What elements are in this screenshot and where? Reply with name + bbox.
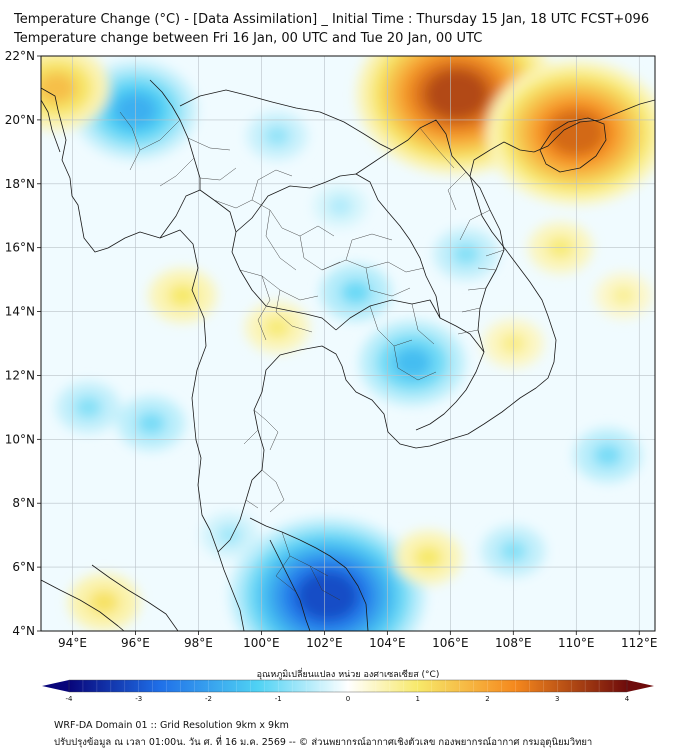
colorbar-max-extension [627,680,654,692]
lat-tick-label: 6°N [12,560,35,574]
coastline-myanmar-west [41,87,219,553]
coastline-sumatra-north [91,564,179,631]
warm-anomaly-2 [167,283,198,308]
warm-anomaly-2 [263,316,292,339]
chart-title: Temperature Change (°C) - [Data Assimila… [14,12,650,27]
border-china-north [179,89,393,151]
province-lines-cambodia [369,303,437,381]
lon-tick-label: 104°E [369,636,406,650]
footer-credits: ปรับปรุงข้อมูล ณ เวลา 01:00น. วัน ศ. ที่… [54,737,593,748]
colorbar: อุณหภูมิเปลี่ยนแปลง หน่วย องศาเซลเซียส (… [42,667,654,703]
warm-anomaly-6 [424,69,489,120]
lat-tick-label: 12°N [5,368,35,382]
lon-tick-label: 110°E [558,636,595,650]
cold-anomaly-2 [328,196,352,216]
border-cambodia [335,299,485,431]
warm-anomaly-2 [88,589,120,615]
cold-anomaly-3 [393,347,432,379]
chart-subtitle: Temperature change between Fri 16 Jan, 0… [14,31,483,46]
colorbar-tick-label: 2 [485,695,489,703]
graticule [41,56,655,631]
colorbar-tick-label: -4 [66,695,74,703]
cold-anomaly-2 [136,411,166,436]
coastline-malay-east [299,539,369,631]
border-laos-vietnam [355,119,505,353]
province-lines-south [243,409,285,513]
lat-tick-label: 8°N [12,496,35,510]
colorbar-gradient [68,679,628,693]
lon-tick-label: 94°E [58,636,87,650]
colorbar-min-extension [42,680,69,692]
lat-tick-label: 20°N [5,113,35,127]
lat-tick-label: 18°N [5,177,35,191]
lon-tick-label: 108°E [495,636,532,650]
border-myanmar-china [149,79,201,190]
lon-tick-label: 106°E [432,636,469,650]
lon-tick-label: 102°E [306,636,343,650]
lat-tick-label: 4°N [12,624,35,638]
cold-anomaly-2 [452,242,481,266]
coastline-sumatra [41,579,125,631]
lon-tick-label: 100°E [243,636,280,650]
lon-tick-label: 112°E [621,636,658,650]
warm-anomaly-2 [413,545,443,570]
colorbar-tick-label: 3 [555,695,559,703]
colorbar-ticks: -4 -3 -2 -1 0 1 2 3 4 [66,695,630,703]
border-thai-myanmar [159,189,337,331]
province-boundaries [119,111,505,601]
map-frame [40,55,656,632]
colorbar-title: อุณหภูมิเปลี่ยนแปลง หน่วย องศาเซลเซียส (… [257,667,440,680]
border-thai-laos [235,173,441,319]
province-lines-vietnam [419,127,505,335]
lat-tick-label: 22°N [5,49,35,63]
coastlines-and-borders [41,79,655,631]
lat-tick-label: 14°N [5,305,35,319]
cold-anomaly-2 [340,280,372,305]
colorbar-tick-label: -1 [275,695,282,703]
lat-tick-label: 16°N [5,241,35,255]
province-lines-north [213,169,341,271]
colorbar-tick-label: 4 [625,695,630,703]
coastline-malay-peninsula [217,551,245,631]
coastline-china-south [533,99,655,153]
temperature-field [41,56,655,631]
latitude-axis: 22°N 20°N 18°N 16°N 14°N 12°N 10°N 8°N 6°N 4°N [5,49,41,638]
border-thai-malaysia [249,517,301,541]
lon-tick-label: 98°E [184,636,213,650]
lon-tick-label: 96°E [121,636,150,650]
warm-anomaly-3 [41,72,77,104]
cold-anomaly-2 [74,396,103,419]
longitude-axis: 94°E 96°E 98°E 100°E 102°E 104°E 106°E 108°E 110… [58,631,658,650]
cold-anomaly-2 [217,525,243,546]
cold-anomaly-2 [593,443,623,468]
province-lines-northeast [321,233,425,297]
colorbar-tick-label: 1 [416,695,420,703]
cold-anomaly-6 [296,571,359,621]
province-lines-central [239,269,319,341]
colorbar-segments [82,680,614,692]
coastline-gulf-of-thailand [217,141,557,553]
warm-anomaly-2 [611,285,636,306]
colorbar-tick-label: 0 [346,695,350,703]
colorbar-tick-label: -2 [205,695,212,703]
lat-tick-label: 10°N [5,432,35,446]
cold-anomaly-2 [263,125,291,147]
coastline-myanmar-north [41,99,61,153]
province-lines-myanmar [119,111,237,187]
province-lines-malaysia [275,531,341,601]
footer-model-info: WRF-DA Domain 01 :: Grid Resolution 9km … [54,720,289,731]
coastline-hainan [539,117,607,173]
colorbar-tick-label: -3 [135,695,142,703]
coastline-malay-west [269,539,311,631]
